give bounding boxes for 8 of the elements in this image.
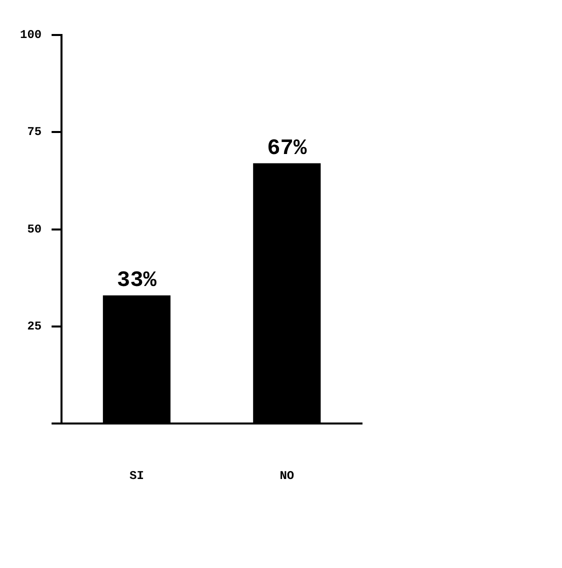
data-label: 67% [267,136,308,161]
y-tick-label: 50 [27,222,42,236]
data-label: 33% [116,268,158,293]
y-tick-label: 100 [20,28,42,42]
y-tick-label: 25 [27,319,42,334]
x-tick-label: SI [130,468,144,483]
y-tick-label: 75 [27,125,42,140]
x-tick-label: NO [280,468,294,483]
